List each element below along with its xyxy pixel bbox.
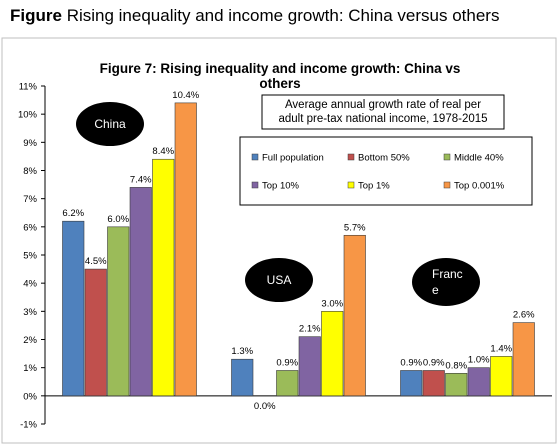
subtitle-box [261, 94, 505, 130]
legend-label: Top 0.001% [454, 181, 505, 192]
group-label-text: e [432, 283, 439, 297]
bar-value-label: 2.6% [513, 310, 535, 321]
bar-value-label: 1.0% [468, 355, 490, 366]
bar-value-label: 10.4% [172, 90, 199, 101]
bar-value-label: 2.1% [299, 324, 321, 335]
legend-label: Full population [262, 153, 324, 164]
chart-subtitle-line1: Average annual growth rate of real per [285, 99, 481, 111]
bar [343, 234, 366, 397]
bar [62, 220, 85, 397]
bar [445, 372, 468, 397]
bar [512, 322, 535, 397]
y-tick-label: 1% [23, 363, 37, 374]
group-label-text: USA [267, 273, 292, 287]
bar-value-label: 4.5% [85, 256, 107, 267]
bar [400, 370, 423, 397]
group-label-text: China [94, 117, 126, 131]
y-tick-label: 8% [23, 166, 37, 177]
y-tick-label: 5% [23, 251, 37, 262]
caption-text: Rising inequality and income growth: Chi… [66, 6, 500, 25]
y-tick-label: 9% [23, 138, 37, 149]
bar-value-label: 0.9% [276, 357, 298, 368]
bar-value-label: 8.4% [152, 146, 174, 157]
bar [490, 356, 513, 397]
bar [129, 187, 152, 397]
bar-value-label: 0.8% [445, 360, 467, 371]
chart-subtitle-line2: adult pre-tax national income, 1978-2015 [278, 113, 487, 125]
group-label-oval [412, 258, 480, 306]
y-tick-label: -1% [20, 420, 37, 431]
bar-value-label: 5.7% [344, 222, 366, 233]
bar-value-label: 0.0% [254, 401, 276, 412]
legend-swatch [251, 153, 259, 161]
y-tick-label: 11% [19, 82, 38, 93]
bar [298, 336, 321, 397]
bar-value-label: 7.4% [130, 174, 152, 185]
bar-value-label: 1.4% [490, 343, 512, 354]
legend-label: Middle 40% [454, 153, 504, 164]
bar [84, 268, 107, 397]
chart-title-line2: others [259, 76, 300, 91]
legend-swatch [347, 153, 355, 161]
y-tick-label: 6% [23, 222, 37, 233]
bar [107, 226, 130, 397]
bar [276, 370, 299, 397]
chart-title-line1: Figure 7: Rising inequality and income g… [100, 61, 461, 76]
group-label-oval [76, 102, 144, 146]
group-label-oval [245, 258, 313, 302]
y-tick-label: 2% [23, 335, 37, 346]
legend-swatch [443, 181, 451, 189]
y-tick-label: 4% [23, 279, 37, 290]
legend-label: Bottom 50% [358, 153, 410, 164]
bar [174, 102, 197, 397]
legend-label: Top 1% [358, 181, 390, 192]
legend-swatch [347, 181, 355, 189]
bar [321, 311, 344, 397]
legend-swatch [443, 153, 451, 161]
bar-value-label: 0.9% [423, 357, 445, 368]
bar-value-label: 6.0% [107, 214, 129, 225]
bar [231, 358, 254, 397]
legend-label: Top 10% [262, 181, 300, 192]
caption-prefix: Figure [10, 6, 62, 25]
legend: Full population Bottom 50% Middle 40% Top 1… [251, 153, 505, 192]
bar [467, 367, 490, 397]
legend-box [239, 136, 533, 206]
bar-value-label: 0.9% [400, 357, 422, 368]
bar [152, 158, 175, 397]
bar [422, 370, 445, 397]
bar-value-label: 6.2% [62, 208, 84, 219]
bar-value-label: 1.3% [231, 346, 253, 357]
page-caption: Figure Rising inequality and income grow… [10, 6, 499, 26]
bar-value-label: 3.0% [321, 298, 343, 309]
legend-swatch [251, 181, 259, 189]
y-tick-label: 10% [18, 110, 38, 121]
y-tick-label: 0% [23, 391, 37, 402]
group-label-text: Franc [432, 267, 463, 281]
y-tick-label: 3% [23, 307, 37, 318]
y-tick-label: 7% [23, 194, 37, 205]
